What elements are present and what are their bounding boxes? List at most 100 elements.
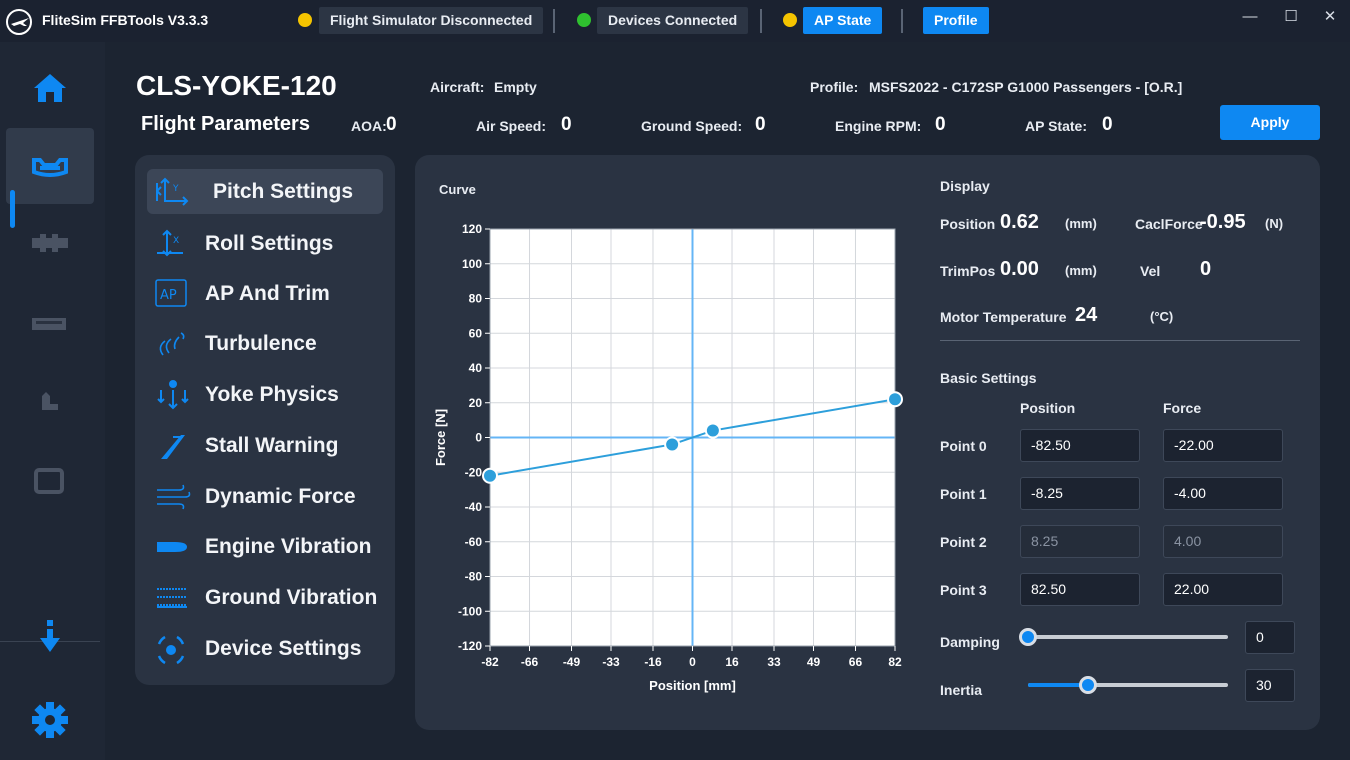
menu-item-label: Yoke Physics — [205, 383, 339, 406]
stall-warning-icon — [161, 435, 185, 459]
divider — [553, 9, 555, 33]
minimize-button[interactable]: — — [1242, 8, 1258, 25]
close-button[interactable]: ✕ — [1323, 8, 1337, 25]
title-bar: FliteSim FFBTools V3.3.3 Flight Simulato… — [0, 0, 1350, 42]
basic-settings-title: Basic Settings — [940, 370, 1037, 386]
profile-value: MSFS2022 - C172SP G1000 Passengers - [O.… — [869, 79, 1183, 95]
nav-settings[interactable] — [6, 680, 94, 756]
point-2-position-input: 8.25 — [1020, 525, 1140, 558]
airspeed-value: 0 — [561, 114, 572, 135]
menu-item-device-settings[interactable]: Device Settings — [147, 626, 383, 671]
point-1-label: Point 1 — [940, 486, 987, 502]
caclforce-unit: (N) — [1265, 216, 1284, 231]
throttle-quadrant-icon — [32, 234, 68, 252]
y-tick-label: 80 — [469, 292, 483, 306]
point-0-label: Point 0 — [940, 438, 987, 454]
curve-point-3[interactable] — [887, 391, 903, 408]
svg-text:Y: Y — [172, 184, 179, 194]
position-label: Position — [940, 216, 996, 232]
menu-item-roll-settings[interactable]: X Roll Settings — [147, 221, 383, 266]
force-column-header: Force — [1163, 400, 1202, 416]
inertia-input[interactable]: 30 — [1245, 669, 1295, 702]
nav-yoke[interactable] — [6, 128, 94, 204]
pitch-axis-icon: Y — [156, 177, 189, 206]
damping-slider-thumb[interactable] — [1019, 628, 1037, 646]
panel-icon — [32, 318, 66, 330]
x-tick-label: -82 — [481, 655, 499, 669]
point-1-force-input[interactable]: -4.00 — [1163, 477, 1283, 510]
ground-vibration-icon — [157, 588, 187, 608]
nav-throttle[interactable] — [6, 206, 94, 282]
point-2-force-input: 4.00 — [1163, 525, 1283, 558]
point-0-position-input[interactable]: -82.50 — [1020, 429, 1140, 462]
motor-temperature-label: Motor Temperature — [940, 309, 1067, 325]
pedal-icon — [42, 392, 58, 410]
menu-item-turbulence[interactable]: Turbulence — [147, 321, 383, 366]
menu-item-label: Device Settings — [205, 637, 362, 660]
y-tick-label: 120 — [462, 222, 482, 236]
menu-item-dynamic-force[interactable]: Dynamic Force — [147, 474, 383, 519]
ap-icon: AP — [155, 279, 187, 307]
damping-slider-track[interactable] — [1028, 635, 1228, 639]
apply-button[interactable]: Apply — [1220, 105, 1320, 140]
x-tick-label: 66 — [849, 655, 863, 669]
point-2-label: Point 2 — [940, 534, 987, 550]
maximize-button[interactable]: ☐ — [1284, 8, 1298, 25]
x-tick-label: -49 — [563, 655, 581, 669]
plane-logo-icon — [6, 9, 32, 35]
menu-item-engine-vibration[interactable]: Engine Vibration — [147, 524, 383, 569]
force-curve-chart[interactable]: -82 -66 -49 -33 -16 0 16 33 49 66 82 120 100 80 60 40 20… — [425, 218, 905, 698]
devices-status-dot — [577, 13, 591, 27]
point-1-position-input[interactable]: -8.25 — [1020, 477, 1140, 510]
profile-label: Profile: — [810, 79, 859, 95]
damping-input[interactable]: 0 — [1245, 621, 1295, 654]
nav-home[interactable] — [6, 50, 94, 126]
inertia-slider-thumb[interactable] — [1079, 676, 1097, 694]
menu-item-ap-and-trim[interactable]: AP AP And Trim — [147, 271, 383, 316]
menu-item-label: AP And Trim — [205, 282, 330, 305]
point-0-force-input[interactable]: -22.00 — [1163, 429, 1283, 462]
menu-item-stall-warning[interactable]: Stall Warning — [147, 423, 383, 468]
nav-display[interactable] — [6, 442, 94, 518]
menu-item-ground-vibration[interactable]: Ground Vibration — [147, 575, 383, 620]
ap-status-dot — [783, 13, 797, 27]
devices-status-chip: Devices Connected — [597, 7, 749, 34]
curve-point-2[interactable] — [704, 422, 721, 439]
y-tick-label: 60 — [469, 326, 483, 340]
x-tick-label: 49 — [807, 655, 821, 669]
nav-panel[interactable] — [6, 284, 94, 360]
app-title: FliteSim FFBTools V3.3.3 — [42, 12, 209, 28]
menu-item-pitch-settings[interactable]: Y Pitch Settings — [147, 169, 383, 214]
x-tick-label: 82 — [888, 655, 902, 669]
force-curve-line — [489, 398, 896, 477]
divider — [901, 9, 903, 33]
trimpos-label: TrimPos — [940, 263, 996, 279]
position-unit: (mm) — [1065, 216, 1097, 231]
turbulence-icon — [159, 332, 185, 356]
trimpos-unit: (mm) — [1065, 263, 1097, 278]
point-3-position-input[interactable]: 82.50 — [1020, 573, 1140, 606]
menu-item-yoke-physics[interactable]: Yoke Physics — [147, 372, 383, 417]
aoa-value: 0 — [386, 114, 397, 135]
ap-state-button[interactable]: AP State — [803, 7, 883, 34]
nav-pedal[interactable] — [6, 362, 94, 438]
nav-active-indicator — [10, 190, 15, 228]
aircraft-label: Aircraft: — [430, 79, 485, 95]
engine-vibration-icon — [157, 542, 187, 552]
y-tick-label: -40 — [465, 500, 483, 514]
vel-value: 0 — [1200, 258, 1212, 280]
inertia-label: Inertia — [940, 682, 983, 698]
curve-point-1[interactable] — [664, 436, 681, 453]
menu-item-label: Dynamic Force — [205, 485, 356, 508]
nav-download[interactable] — [6, 600, 94, 676]
x-tick-label: 0 — [689, 655, 696, 669]
inertia-slider-track[interactable] — [1028, 683, 1228, 687]
point-3-force-input[interactable]: 22.00 — [1163, 573, 1283, 606]
airspeed-label: Air Speed: — [476, 118, 547, 134]
y-tick-label: -120 — [458, 639, 482, 653]
curve-point-0[interactable] — [482, 467, 498, 484]
device-name: CLS-YOKE-120 — [136, 70, 337, 101]
y-tick-label: -60 — [465, 535, 483, 549]
y-tick-label: 20 — [469, 396, 483, 410]
profile-button[interactable]: Profile — [923, 7, 989, 34]
